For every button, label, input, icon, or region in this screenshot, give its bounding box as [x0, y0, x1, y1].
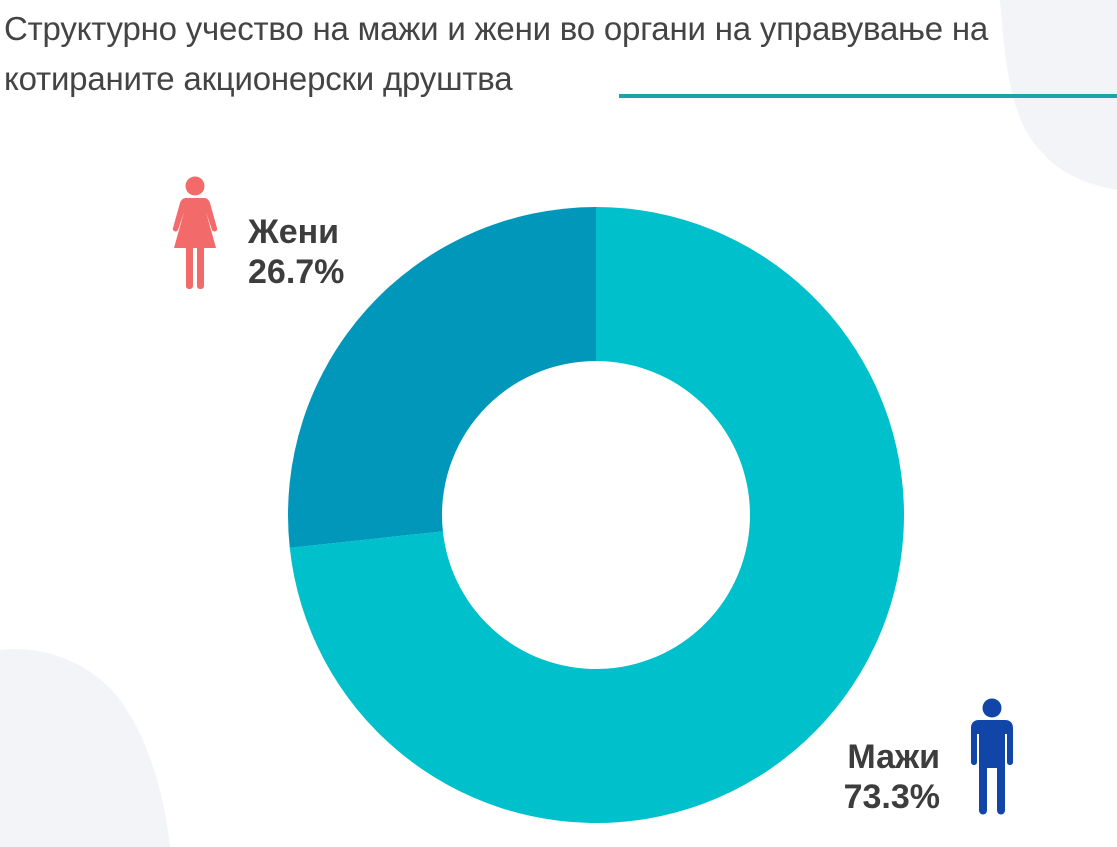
label-women: Жени 26.7%	[248, 212, 344, 292]
label-women-percent: 26.7%	[248, 253, 345, 291]
label-men: Мажи 73.3%	[812, 737, 940, 817]
label-men-name: Мажи	[847, 738, 940, 776]
chart-title: Структурно учество на мажи и жени во орг…	[4, 10, 989, 97]
donut-slice-women	[288, 207, 596, 548]
man-icon	[971, 698, 1013, 815]
title-underline	[619, 94, 1117, 98]
woman-icon	[172, 176, 218, 289]
label-women-name: Жени	[248, 213, 340, 251]
donut-slice-men	[289, 207, 905, 824]
label-men-percent: 73.3%	[843, 778, 940, 816]
